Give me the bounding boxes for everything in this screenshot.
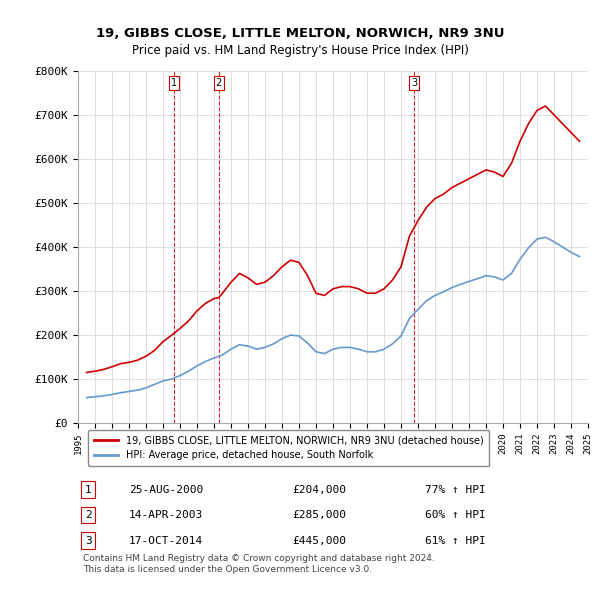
- Text: £285,000: £285,000: [292, 510, 346, 520]
- Text: 14-APR-2003: 14-APR-2003: [129, 510, 203, 520]
- Text: 19, GIBBS CLOSE, LITTLE MELTON, NORWICH, NR9 3NU: 19, GIBBS CLOSE, LITTLE MELTON, NORWICH,…: [96, 27, 504, 40]
- Text: £445,000: £445,000: [292, 536, 346, 546]
- Text: 2: 2: [215, 78, 222, 88]
- Text: Price paid vs. HM Land Registry's House Price Index (HPI): Price paid vs. HM Land Registry's House …: [131, 44, 469, 57]
- Text: 17-OCT-2014: 17-OCT-2014: [129, 536, 203, 546]
- Text: 3: 3: [412, 78, 418, 88]
- Text: 77% ↑ HPI: 77% ↑ HPI: [425, 484, 485, 494]
- Text: 60% ↑ HPI: 60% ↑ HPI: [425, 510, 485, 520]
- Text: Contains HM Land Registry data © Crown copyright and database right 2024.
This d: Contains HM Land Registry data © Crown c…: [83, 554, 435, 573]
- Text: 61% ↑ HPI: 61% ↑ HPI: [425, 536, 485, 546]
- Text: 25-AUG-2000: 25-AUG-2000: [129, 484, 203, 494]
- Text: 2: 2: [85, 510, 92, 520]
- Text: 1: 1: [171, 78, 177, 88]
- Text: £204,000: £204,000: [292, 484, 346, 494]
- Text: 3: 3: [85, 536, 92, 546]
- Legend: 19, GIBBS CLOSE, LITTLE MELTON, NORWICH, NR9 3NU (detached house), HPI: Average : 19, GIBBS CLOSE, LITTLE MELTON, NORWICH,…: [88, 430, 490, 466]
- Text: 1: 1: [85, 484, 92, 494]
